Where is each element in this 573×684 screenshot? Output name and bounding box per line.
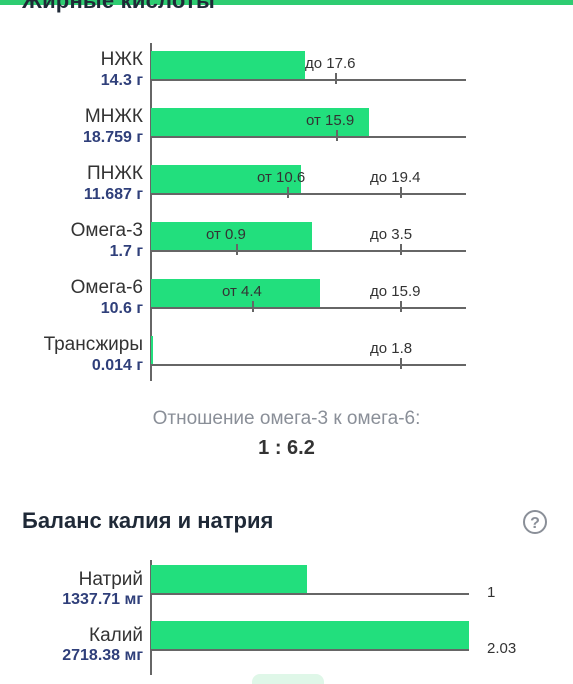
reference-tick <box>335 73 337 84</box>
nutrient-name: НЖК <box>100 49 143 70</box>
mineral-value: 1337.71 мг <box>62 591 143 608</box>
reference-tick <box>400 244 402 255</box>
mineral-name: Калий <box>89 625 143 646</box>
nutrient-name: ПНЖК <box>87 163 143 184</box>
mineral-ratio: 1 <box>487 584 496 601</box>
reference-line <box>151 307 466 309</box>
nutrient-value: 10.6 г <box>100 300 143 317</box>
omega-ratio-value: 1 : 6.2 <box>258 437 315 459</box>
mineral-bar <box>151 621 469 649</box>
reference-label: до 19.4 <box>370 169 421 186</box>
mineral-baseline <box>151 593 469 595</box>
reference-label: до 15.9 <box>370 283 421 300</box>
reference-label: до 1.8 <box>370 340 413 357</box>
reference-tick <box>400 358 402 369</box>
reference-label: от 0.9 <box>206 226 246 243</box>
reference-line <box>151 136 466 138</box>
top-accent-bar <box>0 0 573 5</box>
nutrient-bar <box>151 165 301 195</box>
reference-tick <box>236 244 238 255</box>
omega-ratio-caption: Отношение омега-3 к омега-6: <box>152 408 421 429</box>
nutrient-bar <box>151 108 369 138</box>
balance-y-axis <box>150 560 152 675</box>
reference-label: от 10.6 <box>257 169 306 186</box>
mineral-baseline <box>151 649 469 651</box>
nutrient-bar <box>151 279 320 309</box>
reference-tick <box>252 301 254 312</box>
nutrient-value: 0.014 г <box>91 357 143 374</box>
nutrient-bar <box>151 51 305 81</box>
fatty-acids-title: Жирные кислоты <box>22 0 215 13</box>
reference-line <box>151 364 466 366</box>
reference-tick <box>400 187 402 198</box>
mineral-bar <box>151 565 307 593</box>
mineral-name: Натрий <box>78 569 143 590</box>
nutrient-name: МНЖК <box>84 106 143 127</box>
help-icon[interactable]: ? <box>523 510 547 534</box>
nutrient-bar <box>151 222 312 252</box>
nutrient-name: Омега-6 <box>70 277 143 298</box>
nutrient-bar <box>151 336 153 366</box>
y-axis <box>150 43 152 381</box>
mineral-value: 2718.38 мг <box>62 647 143 664</box>
nutrient-value: 18.759 г <box>82 129 143 146</box>
reference-label: от 15.9 <box>306 112 355 129</box>
reference-label: до 3.5 <box>370 226 413 243</box>
balance-title: Баланс калия и натрия <box>22 508 274 533</box>
reference-line <box>151 79 466 81</box>
nutrient-value: 11.687 г <box>83 186 143 203</box>
nutrient-name: Трансжиры <box>43 334 143 355</box>
nutrient-value: 14.3 г <box>100 72 143 89</box>
reference-label: до 17.6 <box>305 55 356 72</box>
reference-label: от 4.4 <box>222 283 262 300</box>
reference-line <box>151 193 466 195</box>
reference-tick <box>287 187 289 198</box>
reference-tick <box>400 301 402 312</box>
bottom-sheet-handle[interactable] <box>252 674 324 684</box>
reference-line <box>151 250 466 252</box>
reference-tick <box>336 130 338 141</box>
mineral-ratio: 2.03 <box>487 640 517 657</box>
nutrient-value: 1.7 г <box>109 243 143 260</box>
nutrient-name: Омега-3 <box>70 220 143 241</box>
